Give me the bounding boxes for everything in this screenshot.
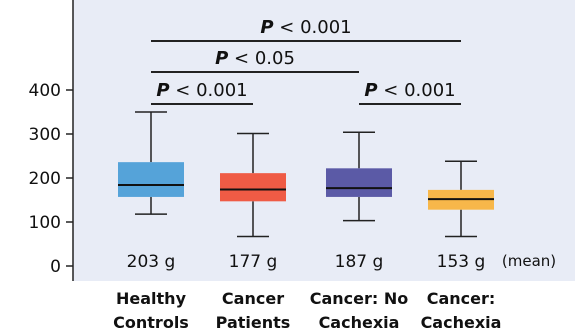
box-1 [118, 162, 184, 197]
x-label-line1: Healthy [116, 289, 187, 308]
y-tick-label: 100 [29, 213, 61, 233]
significance-label: P < 0.001 [156, 80, 247, 101]
y-tick-label: 200 [29, 169, 61, 189]
mean-suffix: (mean) [502, 252, 556, 270]
mean-label: 153 g [437, 252, 486, 272]
mean-label: 177 g [229, 252, 278, 272]
x-label-line2: Patients [216, 313, 291, 332]
mean-label: 203 g [127, 252, 176, 272]
plot-background [73, 0, 575, 281]
significance-label: P < 0.001 [364, 80, 455, 101]
y-tick-label: 0 [50, 257, 61, 277]
y-tick-label: 300 [29, 125, 61, 145]
y-tick-label: 400 [29, 81, 61, 101]
box-3 [326, 168, 392, 197]
x-label-line1: Cancer: No [310, 289, 409, 308]
x-label-line2: Cachexia [319, 313, 400, 332]
significance-label: P < 0.001 [260, 17, 351, 38]
x-label-line2: Cachexia [421, 313, 502, 332]
mean-label: 187 g [335, 252, 384, 272]
x-label-line1: Cancer: [427, 289, 496, 308]
significance-label: P < 0.05 [215, 48, 295, 69]
box-2 [220, 173, 286, 202]
x-label-line1: Cancer [222, 289, 284, 308]
x-label-line2: Controls [113, 313, 189, 332]
